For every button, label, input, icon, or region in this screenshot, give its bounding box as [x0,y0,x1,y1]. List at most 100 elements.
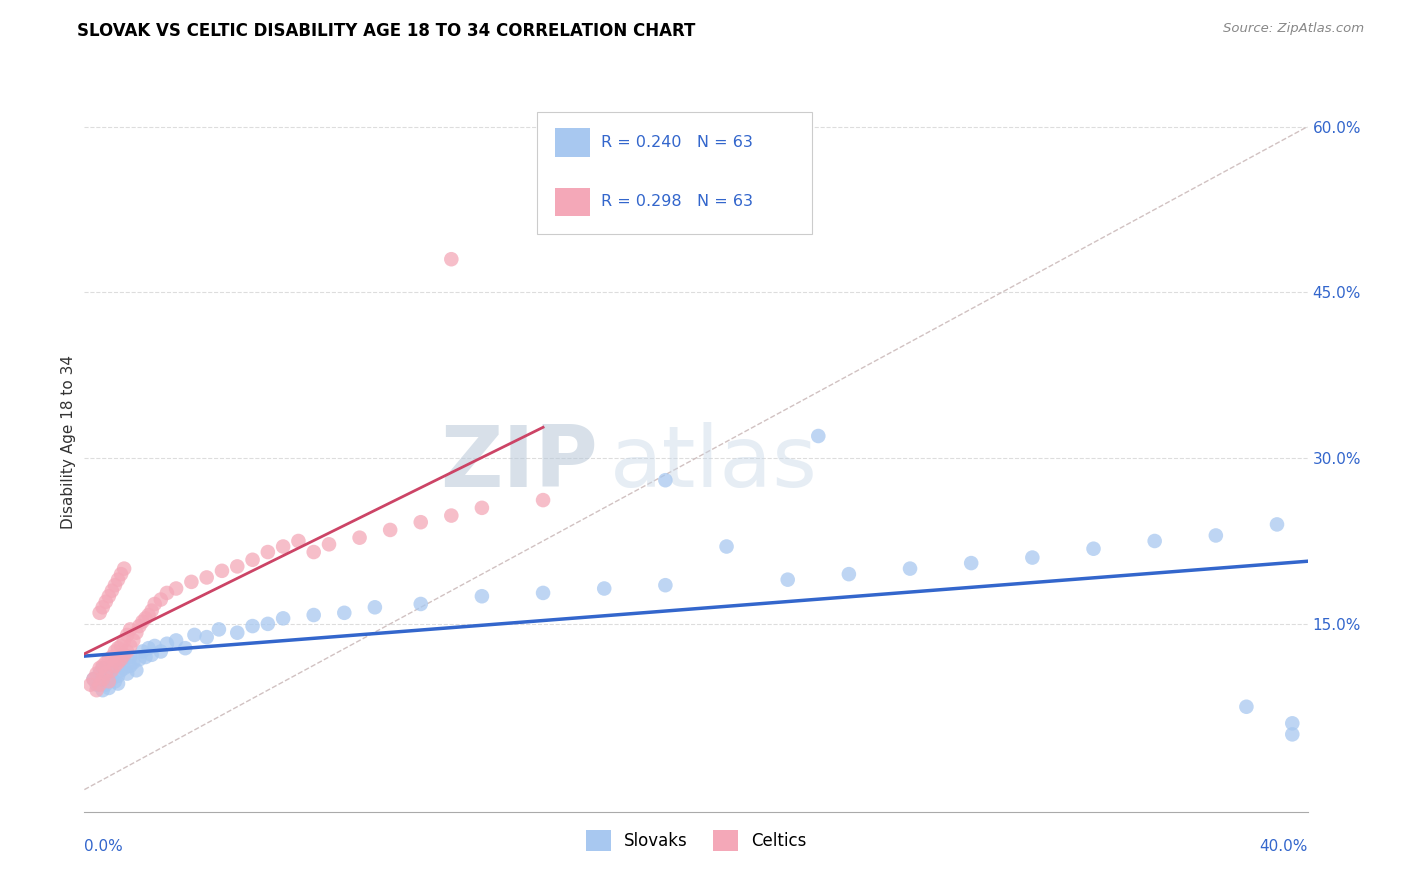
Point [91,672,114,686]
Point [101,658,124,673]
Point [115,644,138,658]
Point [89,666,111,681]
Point [156,637,179,651]
Point [1265,517,1288,532]
Point [440,252,463,267]
Point [104,656,127,670]
Point [226,559,249,574]
Point [141,604,163,618]
Point [94,595,117,609]
Point [143,597,166,611]
Point [110,652,132,666]
Point [287,533,309,548]
Point [174,641,197,656]
Point [195,570,218,584]
Point [1281,727,1303,741]
Point [135,611,157,625]
Point [364,600,387,615]
Point [471,500,494,515]
Point [1083,541,1105,556]
Point [149,592,172,607]
Point [79,678,101,692]
Point [271,540,294,554]
Point [104,658,127,673]
Point [716,540,738,554]
Point [107,676,129,690]
Point [120,658,142,673]
Point [165,582,187,596]
Point [89,661,111,675]
Legend: Slovaks, Celtics: Slovaks, Celtics [578,822,814,859]
Point [302,545,325,559]
Point [91,658,114,673]
Point [89,606,111,620]
Point [1205,528,1227,542]
Point [409,515,432,529]
Point [211,564,233,578]
Text: Source: ZipAtlas.com: Source: ZipAtlas.com [1223,22,1364,36]
Point [86,666,108,681]
Point [131,615,153,629]
Point [257,545,280,559]
FancyBboxPatch shape [555,128,589,156]
Point [97,681,120,695]
Point [104,644,127,658]
Point [86,683,108,698]
Point [149,644,172,658]
Point [94,666,117,681]
Point [318,537,340,551]
Point [86,678,108,692]
Point [94,656,117,670]
Point [94,678,117,692]
Text: SLOVAK VS CELTIC DISABILITY AGE 18 TO 34 CORRELATION CHART: SLOVAK VS CELTIC DISABILITY AGE 18 TO 34… [77,22,696,40]
Point [257,616,280,631]
Point [94,666,117,681]
Point [165,633,187,648]
Point [180,574,202,589]
Point [138,607,160,622]
Point [112,561,135,575]
Point [128,652,150,666]
FancyBboxPatch shape [537,112,813,235]
Point [654,473,676,487]
Point [242,619,264,633]
Point [110,652,132,666]
Point [960,556,983,570]
Text: R = 0.298   N = 63: R = 0.298 N = 63 [600,194,752,209]
Point [107,641,129,656]
Point [226,625,249,640]
Text: atlas: atlas [610,422,818,505]
Point [97,589,120,603]
Point [101,650,124,665]
Text: ZIP: ZIP [440,422,598,505]
Point [838,567,860,582]
Point [101,663,124,677]
Point [1281,716,1303,731]
Point [104,674,127,689]
Point [1021,550,1043,565]
Point [440,508,463,523]
Point [125,663,148,677]
Y-axis label: Disability Age 18 to 34: Disability Age 18 to 34 [60,354,76,529]
Point [104,578,127,592]
Point [115,628,138,642]
Point [531,493,554,508]
Point [333,606,356,620]
Point [242,553,264,567]
Point [112,648,135,662]
Point [128,619,150,633]
Point [183,628,205,642]
Point [131,644,153,658]
Point [125,625,148,640]
Point [271,611,294,625]
Point [112,661,135,675]
Point [101,583,124,598]
Point [122,633,145,648]
Point [83,672,105,686]
Point [91,600,114,615]
Point [208,623,231,637]
Point [91,661,114,675]
Point [91,683,114,698]
Point [531,586,554,600]
Point [654,578,676,592]
